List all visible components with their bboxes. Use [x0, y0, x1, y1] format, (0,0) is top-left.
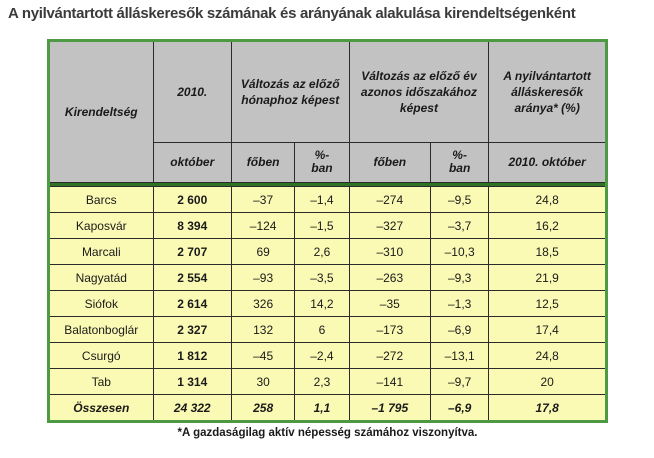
office-name: Kaposvár	[48, 212, 154, 239]
footnote: *A gazdaságilag aktív népesség számához …	[177, 427, 478, 439]
rate-value: 16,2	[488, 212, 607, 239]
total-yoy-pct-value: –6,9	[429, 394, 490, 422]
mom-persons-value: 326	[230, 290, 296, 317]
yoy-pct-value: –9,5	[429, 186, 490, 213]
mom-pct-value: –1,5	[294, 212, 350, 239]
rate-value: 21,9	[488, 264, 607, 291]
yoy-persons-value: –327	[348, 212, 432, 239]
rate-value: 18,5	[488, 238, 607, 265]
yoy-persons-value: –263	[348, 264, 432, 291]
table-body: Barcs 2 600 –37 –1,4 –274 –9,5 24,8 Kapo…	[48, 182, 607, 422]
mom-persons-value: –93	[230, 264, 296, 291]
header-2010: 2010.	[152, 40, 232, 143]
yoy-pct-value: –9,7	[429, 368, 490, 395]
yoy-pct-value: –6,9	[429, 316, 490, 343]
mom-pct-value: 2,3	[294, 368, 350, 395]
total-oct2010-value: 24 322	[152, 394, 232, 422]
page-title: A nyilvántartott álláskeresők számának é…	[8, 5, 576, 22]
header-body-separator	[48, 182, 607, 187]
mom-pct-value: 14,2	[294, 290, 350, 317]
header-kirendeltseg: Kirendeltség	[48, 40, 154, 183]
table-row-nagyatad: Nagyatád 2 554 –93 –3,5 –263 –9,3 21,9	[48, 264, 607, 291]
jobseekers-table: Kirendeltség 2010. Változás az előző hón…	[47, 39, 608, 423]
oct2010-value: 2 554	[152, 264, 232, 291]
oct2010-value: 1 314	[152, 368, 232, 395]
yoy-persons-value: –272	[348, 342, 432, 369]
mom-pct-value: –1,4	[294, 186, 350, 213]
oct2010-value: 1 812	[152, 342, 232, 369]
mom-persons-value: 30	[230, 368, 296, 395]
office-name: Csurgó	[48, 342, 154, 369]
office-name: Balatonboglár	[48, 316, 154, 343]
header-year-change: Változás az előző év azonos időszakához …	[348, 40, 490, 143]
total-mom-pct-value: 1,1	[294, 394, 350, 422]
oct2010-value: 2 707	[152, 238, 232, 265]
subheader-rate-october: 2010. október	[488, 142, 607, 183]
oct2010-value: 2 614	[152, 290, 232, 317]
mom-persons-value: 69	[230, 238, 296, 265]
yoy-persons-value: –141	[348, 368, 432, 395]
subheader-persons-year: főben	[348, 142, 432, 183]
table-container: Kirendeltség 2010. Változás az előző hón…	[47, 39, 608, 439]
mom-pct-value: –2,4	[294, 342, 350, 369]
yoy-pct-value: –10,3	[429, 238, 490, 265]
office-name: Siófok	[48, 290, 154, 317]
table-header: Kirendeltség 2010. Változás az előző hón…	[48, 40, 607, 183]
yoy-persons-value: –274	[348, 186, 432, 213]
mom-pct-value: 6	[294, 316, 350, 343]
rate-value: 24,8	[488, 186, 607, 213]
table-row-barcs: Barcs 2 600 –37 –1,4 –274 –9,5 24,8	[48, 186, 607, 213]
oct2010-value: 8 394	[152, 212, 232, 239]
table-row-total: Összesen 24 322 258 1,1 –1 795 –6,9 17,8	[48, 394, 607, 422]
subheader-percent-month-label: %-ban	[311, 147, 333, 176]
total-mom-persons-value: 258	[230, 394, 296, 422]
mom-persons-value: –124	[230, 212, 296, 239]
table-row-kaposvar: Kaposvár 8 394 –124 –1,5 –327 –3,7 16,2	[48, 212, 607, 239]
office-name: Tab	[48, 368, 154, 395]
mom-persons-value: –37	[230, 186, 296, 213]
office-name: Nagyatád	[48, 264, 154, 291]
rate-value: 20	[488, 368, 607, 395]
yoy-pct-value: –3,7	[429, 212, 490, 239]
yoy-pct-value: –1,3	[429, 290, 490, 317]
table-row-csurgo: Csurgó 1 812 –45 –2,4 –272 –13,1 24,8	[48, 342, 607, 369]
total-yoy-persons-value: –1 795	[348, 394, 432, 422]
subheader-october: október	[152, 142, 232, 183]
table-row-balatonboglar: Balatonboglár 2 327 132 6 –173 –6,9 17,4	[48, 316, 607, 343]
mom-persons-value: 132	[230, 316, 296, 343]
yoy-persons-value: –173	[348, 316, 432, 343]
yoy-persons-value: –310	[348, 238, 432, 265]
mom-pct-value: 2,6	[294, 238, 350, 265]
oct2010-value: 2 327	[152, 316, 232, 343]
total-rate-value: 17,8	[488, 394, 607, 422]
subheader-percent-year: %-ban	[429, 142, 490, 183]
mom-pct-value: –3,5	[294, 264, 350, 291]
rate-value: 17,4	[488, 316, 607, 343]
subheader-persons-month: főben	[230, 142, 296, 183]
rate-value: 24,8	[488, 342, 607, 369]
yoy-persons-value: –35	[348, 290, 432, 317]
yoy-pct-value: –9,3	[429, 264, 490, 291]
oct2010-value: 2 600	[152, 186, 232, 213]
subheader-percent-month: %-ban	[294, 142, 350, 183]
total-label: Összesen	[48, 394, 154, 422]
subheader-percent-year-label: %-ban	[448, 147, 471, 176]
table-row-siofok: Siófok 2 614 326 14,2 –35 –1,3 12,5	[48, 290, 607, 317]
header-jobseeker-rate: A nyilvántartott álláskeresők aránya* (%…	[488, 40, 607, 143]
office-name: Barcs	[48, 186, 154, 213]
table-row-marcali: Marcali 2 707 69 2,6 –310 –10,3 18,5	[48, 238, 607, 265]
office-name: Marcali	[48, 238, 154, 265]
yoy-pct-value: –13,1	[429, 342, 490, 369]
rate-value: 12,5	[488, 290, 607, 317]
header-month-change: Változás az előző hónaphoz képest	[230, 40, 350, 143]
table-row-tab: Tab 1 314 30 2,3 –141 –9,7 20	[48, 368, 607, 395]
mom-persons-value: –45	[230, 342, 296, 369]
